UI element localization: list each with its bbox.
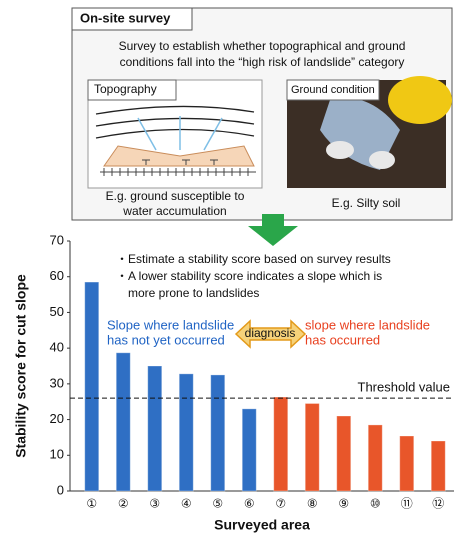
y-tick-label: 60 <box>50 268 64 283</box>
survey-title: On-site survey <box>80 10 171 25</box>
bar <box>116 353 130 491</box>
group-label: Slope where landslide <box>107 317 234 332</box>
bar <box>274 397 288 491</box>
topography-caption: water accumulation <box>122 204 226 218</box>
x-tick-label: ③ <box>149 497 160 511</box>
bar <box>305 404 319 492</box>
bar <box>337 416 351 491</box>
y-axis-title: Stability score for cut slope <box>13 274 29 458</box>
bar <box>368 425 382 491</box>
topography-caption: E.g. ground susceptible to <box>106 189 245 203</box>
y-tick-label: 10 <box>50 447 64 462</box>
diagnosis-label: diagnosis <box>245 326 296 340</box>
bar <box>242 409 256 491</box>
x-tick-label: ⑦ <box>275 497 286 511</box>
bar <box>148 366 162 491</box>
threshold-label: Threshold value <box>358 380 451 395</box>
ground-caption: E.g. Silty soil <box>332 196 401 210</box>
y-tick-label: 20 <box>50 411 64 426</box>
x-tick-label: ⑨ <box>338 497 349 511</box>
survey-description: Survey to establish whether topographica… <box>119 39 406 53</box>
bar <box>179 374 193 491</box>
x-tick-label: ⑥ <box>244 497 255 511</box>
chart: On-site survey Survey to establish wheth… <box>0 0 454 536</box>
x-tick-label: ⑤ <box>212 497 223 511</box>
group-label: slope where landslide <box>305 317 430 332</box>
x-tick-label: ② <box>118 497 129 511</box>
y-tick-label: 0 <box>57 482 64 497</box>
photo-helmet <box>388 76 452 124</box>
survey-description: conditions fall into the “high risk of l… <box>120 55 405 69</box>
bar <box>431 441 445 491</box>
x-tick-label: ④ <box>181 497 192 511</box>
bar <box>400 436 414 491</box>
y-tick-label: 40 <box>50 340 64 355</box>
y-tick-label: 50 <box>50 304 64 319</box>
ground-label: Ground condition <box>291 84 375 96</box>
x-tick-label: ① <box>86 497 97 511</box>
y-tick-label: 30 <box>50 375 64 390</box>
x-axis-title: Surveyed area <box>214 517 310 533</box>
bar <box>211 375 225 491</box>
topography-label: Topography <box>94 82 157 96</box>
x-tick-label: ⑩ <box>370 497 381 511</box>
photo-glove <box>326 141 354 159</box>
group-label: has not yet occurred <box>107 332 225 347</box>
photo-glove <box>369 151 395 169</box>
group-label: has occurred <box>305 332 380 347</box>
bar <box>85 282 99 491</box>
x-tick-label: ⑧ <box>307 497 318 511</box>
note: ・A lower stability score indicates a slo… <box>116 269 382 283</box>
y-tick-label: 70 <box>50 232 64 247</box>
x-tick-label: ⑫ <box>432 497 444 511</box>
note: more prone to landslides <box>128 286 259 300</box>
page: {"survey_panel": {"title": "On-site surv… <box>0 0 454 536</box>
note: ・Estimate a stability score based on sur… <box>116 252 391 266</box>
x-tick-label: ⑪ <box>401 497 413 511</box>
